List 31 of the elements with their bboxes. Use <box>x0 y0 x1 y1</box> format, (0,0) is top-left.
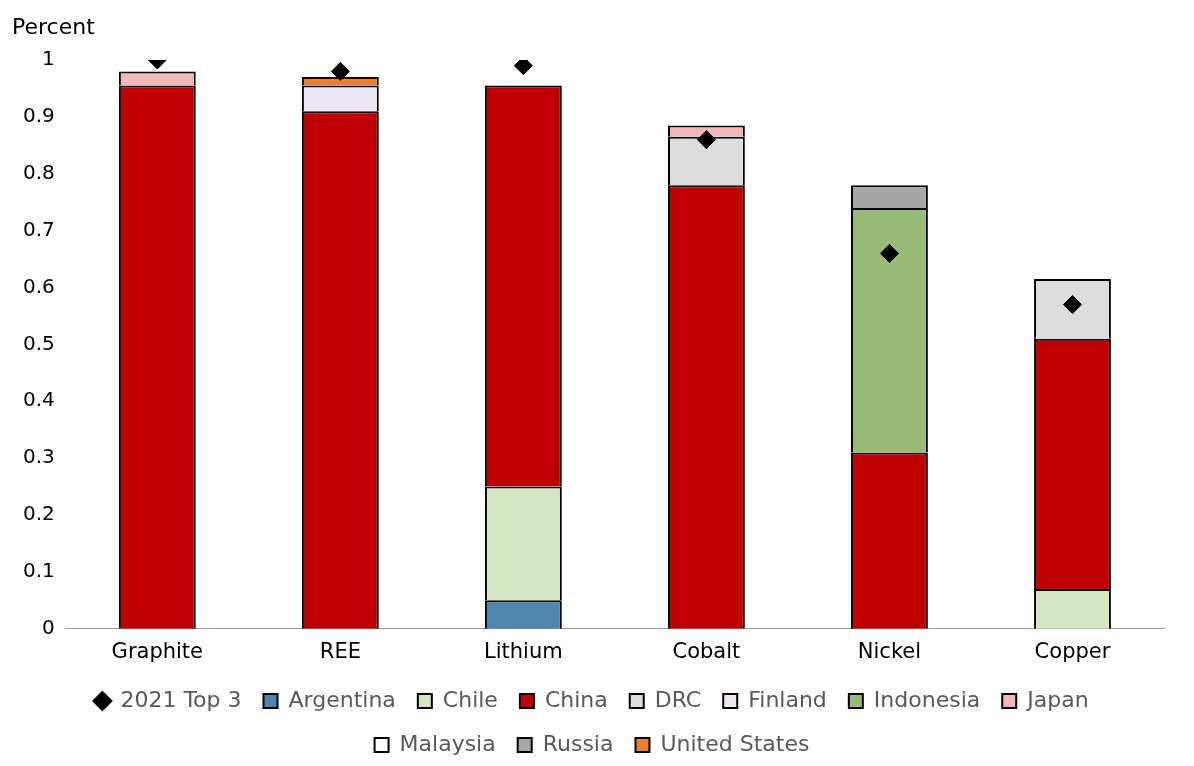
y-tick-label: 0.7 <box>22 216 55 241</box>
x-tick-label: Lithium <box>484 638 563 663</box>
y-tick-label: 0.1 <box>22 558 55 583</box>
x-tick-label: REE <box>319 638 361 663</box>
x-tick-label: Nickel <box>857 638 922 663</box>
y-tick-label: 0 <box>42 615 55 639</box>
x-tick-label: Copper <box>1034 638 1111 663</box>
y-tick-label: 0.4 <box>22 387 55 412</box>
y-tick-label: 0.2 <box>22 501 55 526</box>
legend-label: Malaysia <box>399 730 496 756</box>
legend-label: Argentina <box>288 686 396 712</box>
y-tick-label: 0.6 <box>22 273 55 298</box>
y-tick-label: 0.3 <box>22 444 55 469</box>
y-tick-label: 0.5 <box>22 330 55 355</box>
y-axis-title: Percent <box>12 14 95 39</box>
y-tick-label: 0.8 <box>22 159 55 184</box>
x-tick-label: Graphite <box>111 638 204 663</box>
y-tick-label: 1 <box>42 46 55 71</box>
legend-label: DRC <box>654 686 702 712</box>
point <box>879 243 899 263</box>
legend-label: United States <box>660 730 810 756</box>
legend-label: Russia <box>542 730 614 756</box>
legend-label: China <box>544 686 608 712</box>
legend-label: Chile <box>442 686 498 712</box>
y-tick-label: 0.9 <box>22 103 55 128</box>
legend-label: Japan <box>1025 686 1089 712</box>
legend-label: 2021 Top 3 <box>120 686 242 712</box>
point <box>696 130 716 150</box>
x-tick-label: Cobalt <box>672 638 741 663</box>
legend-label: Indonesia <box>873 686 981 712</box>
legend-label: Finland <box>748 686 827 712</box>
